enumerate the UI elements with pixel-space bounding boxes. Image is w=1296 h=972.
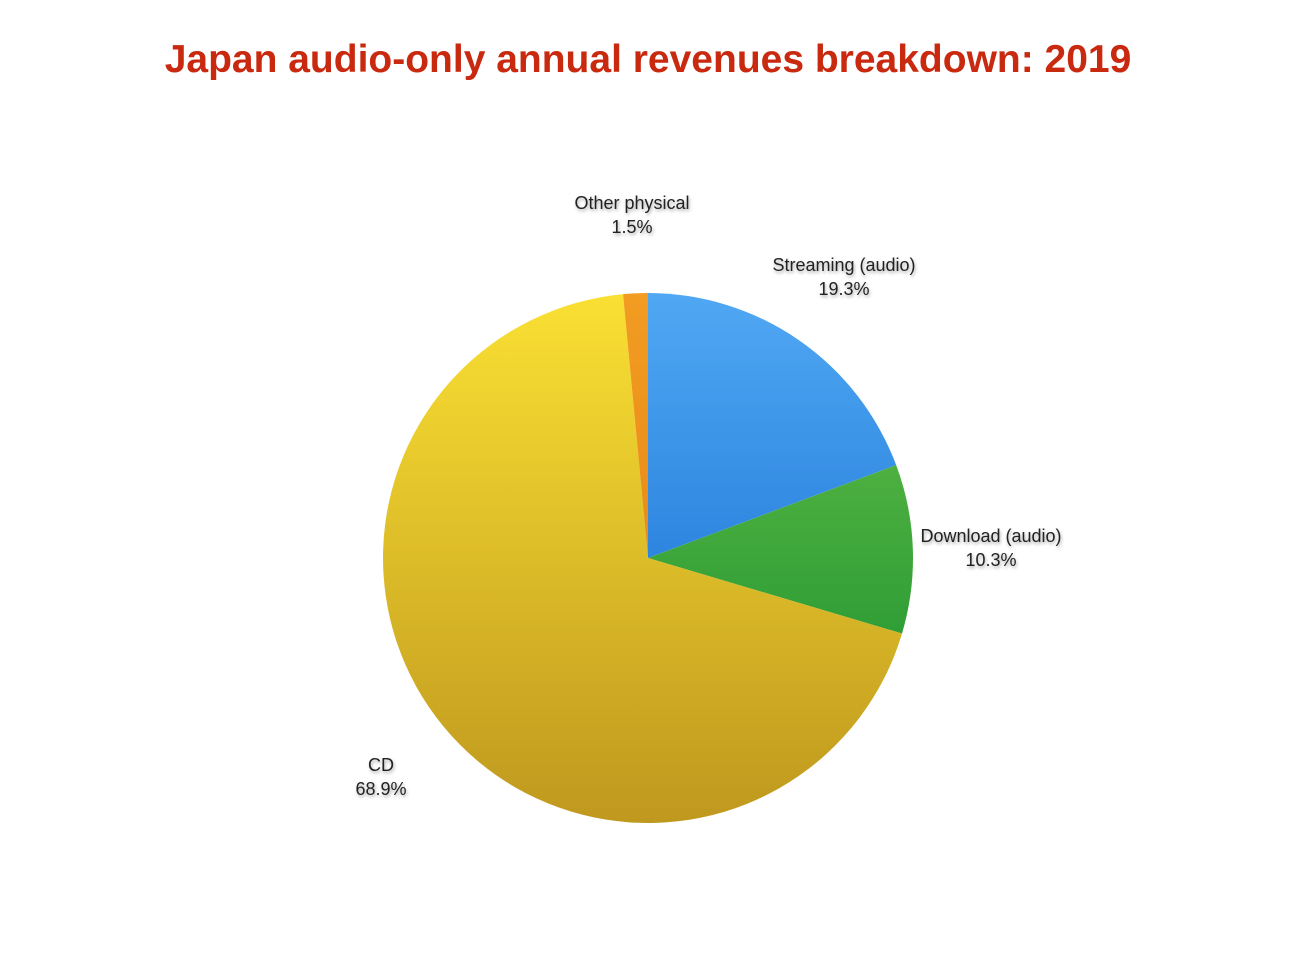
slice-label-value: 68.9% [355,779,407,799]
pie-slice-cd [383,294,903,823]
slice-label-text: Streaming (audio) [772,255,916,275]
slice-label-text: Other physical [574,193,690,213]
slice-label-other-physical: Other physical 1.5% [574,191,689,239]
slice-label-cd: CD 68.9% [355,753,406,801]
slice-label-value: 10.3% [965,550,1017,570]
slice-label-text: CD [367,755,394,775]
slice-label-text: Download (audio) [920,526,1062,546]
pie-slice-download-audio [648,465,914,634]
slice-label-value: 1.5% [611,217,653,237]
slice-label-value: 19.3% [818,279,870,299]
chart-title: Japan audio-only annual revenues breakdo… [164,38,1132,81]
slice-label-streaming: Streaming (audio) 19.3% [772,253,915,301]
slice-label-download: Download (audio) 10.3% [920,524,1061,572]
pie-slice-streaming-audio [648,293,897,558]
pie-slice-other-physical [623,293,648,558]
